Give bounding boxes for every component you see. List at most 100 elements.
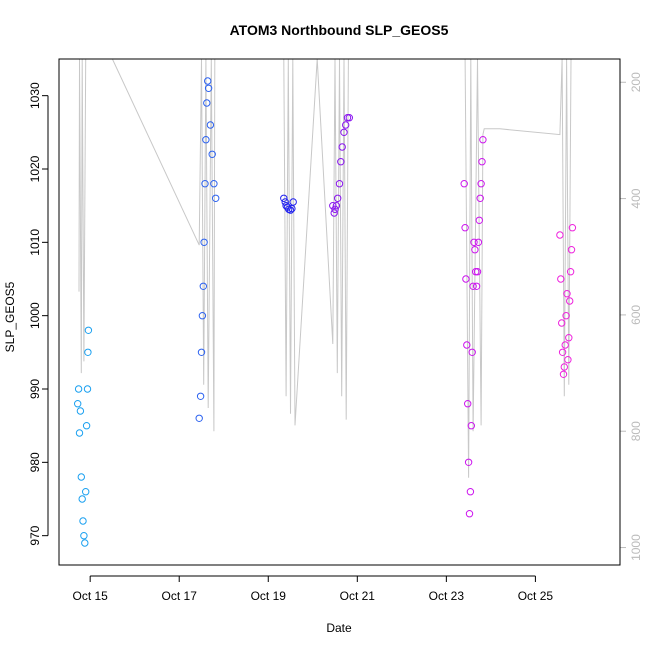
- data-point: [464, 400, 472, 408]
- y2-tick-label: 400: [629, 188, 643, 208]
- x-tick-label: Oct 25: [518, 589, 554, 603]
- axes: Oct 15 Oct 17 Oct 19 Oct 21 Oct 23 Oct 25 970 9…: [28, 72, 643, 603]
- data-point: [562, 312, 570, 320]
- data-point: [465, 510, 474, 518]
- data-point: [197, 348, 206, 356]
- data-point: [82, 488, 90, 496]
- data-point: [81, 539, 89, 547]
- data-point: [567, 246, 576, 254]
- data-point: [470, 238, 478, 247]
- data-point: [83, 385, 92, 393]
- y-tick-label: 970: [28, 525, 42, 545]
- y-tick-label: 1000: [28, 302, 42, 329]
- x-tick-label: Oct 15: [72, 589, 108, 603]
- data-point: [200, 238, 208, 247]
- data-point: [342, 121, 350, 129]
- data-point: [466, 488, 475, 496]
- data-point: [208, 150, 216, 159]
- data-point: [204, 77, 212, 85]
- data-point: [467, 422, 475, 430]
- data-point: [84, 348, 92, 356]
- data-point: [475, 216, 483, 225]
- data-point: [195, 414, 203, 422]
- data-point: [463, 341, 471, 349]
- data-point: [464, 458, 473, 466]
- data-points: [74, 77, 577, 547]
- right-axis-series: [78, 58, 572, 478]
- data-point: [206, 121, 215, 129]
- y-tick-label: 980: [28, 452, 42, 472]
- data-point: [334, 194, 342, 203]
- data-point: [556, 231, 564, 239]
- data-point: [75, 429, 84, 437]
- data-point: [337, 158, 345, 166]
- chart-title: ATOM3 Northbound SLP_GEOS5: [230, 22, 449, 38]
- y-tick-label: 990: [28, 379, 42, 399]
- data-point: [196, 392, 205, 400]
- data-point: [199, 282, 208, 290]
- plot-frame: [58, 58, 621, 566]
- data-point: [79, 517, 87, 525]
- y2-tick-label: 200: [629, 72, 643, 92]
- data-point: [82, 422, 91, 430]
- data-point: [478, 158, 486, 166]
- y-tick-label: 1010: [28, 229, 42, 256]
- data-point: [289, 198, 297, 206]
- data-point: [471, 246, 479, 254]
- data-point: [198, 312, 207, 320]
- data-point: [566, 297, 574, 305]
- data-point: [332, 202, 341, 210]
- data-point: [558, 319, 566, 327]
- y-tick-label: 1020: [28, 155, 42, 182]
- data-point: [565, 334, 573, 342]
- data-point: [74, 400, 82, 408]
- x-tick-label: Oct 19: [251, 589, 287, 603]
- data-point: [460, 180, 468, 188]
- x-tick-label: Oct 17: [162, 589, 198, 603]
- data-point: [468, 348, 476, 356]
- y-tick-label: 1030: [28, 82, 42, 109]
- data-point: [77, 473, 86, 481]
- data-point: [561, 341, 569, 349]
- data-point: [564, 356, 572, 364]
- data-point: [78, 495, 86, 503]
- data-point: [473, 268, 482, 276]
- data-point: [340, 128, 348, 137]
- data-point: [563, 290, 571, 298]
- data-point: [74, 385, 83, 393]
- data-point: [477, 180, 485, 188]
- data-point: [286, 206, 295, 214]
- data-point: [345, 114, 353, 122]
- data-point: [202, 136, 210, 144]
- data-point: [329, 202, 337, 210]
- data-point: [80, 532, 88, 540]
- data-point: [462, 275, 470, 283]
- x-tick-label: Oct 23: [429, 589, 465, 603]
- data-point: [479, 136, 487, 144]
- data-point: [335, 180, 344, 188]
- data-point: [204, 84, 213, 93]
- data-point: [461, 224, 469, 232]
- data-point: [210, 180, 218, 188]
- right-axis-line: [78, 58, 572, 478]
- data-point: [566, 268, 575, 276]
- x-axis-label: Date: [326, 621, 352, 635]
- data-point: [560, 363, 568, 371]
- data-point: [84, 326, 93, 334]
- data-point: [559, 370, 568, 378]
- data-point: [568, 224, 577, 232]
- y2-tick-label: 800: [629, 421, 643, 441]
- data-point: [469, 282, 477, 290]
- data-point: [212, 194, 220, 203]
- data-point: [280, 194, 288, 203]
- data-point: [558, 348, 567, 356]
- data-point: [330, 209, 338, 217]
- data-point: [474, 238, 483, 247]
- y-axis-label: SLP_GEOS5: [3, 281, 17, 352]
- data-point: [476, 194, 484, 203]
- data-point: [331, 205, 339, 214]
- y2-tick-label: 600: [629, 305, 643, 325]
